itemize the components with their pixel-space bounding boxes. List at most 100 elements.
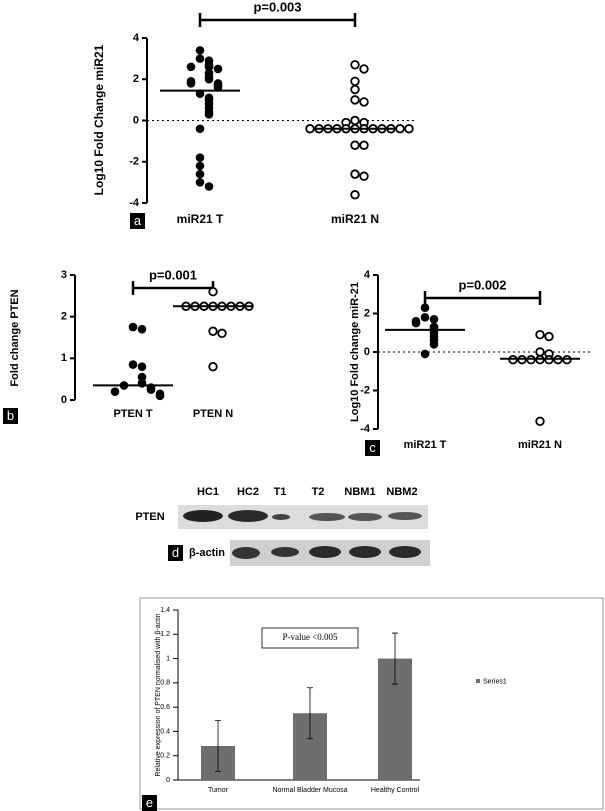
- data-point: [359, 64, 369, 74]
- y-tick-label: 0: [166, 777, 170, 784]
- data-point: [217, 328, 227, 339]
- data-point: [350, 95, 360, 105]
- data-point: [359, 171, 369, 181]
- error-bar: [215, 720, 221, 772]
- y-tick-label: 1.2: [160, 631, 170, 638]
- y-tick-label: 0: [133, 114, 139, 126]
- significance-bracket: [423, 291, 542, 305]
- data-point: [404, 124, 414, 134]
- lane-label: T2: [312, 486, 325, 498]
- significance-bracket: [198, 13, 357, 27]
- data-point: [204, 182, 214, 191]
- p-value: p=0.003: [253, 0, 301, 14]
- panel-label: c: [369, 440, 376, 455]
- y-tick-label: 2: [133, 73, 139, 85]
- data-point: [535, 416, 545, 426]
- data-point: [544, 331, 554, 342]
- data-point: [420, 303, 430, 313]
- data-point: [195, 178, 205, 187]
- x-tick-label: PTEN N: [193, 408, 233, 420]
- y-axis-title: Log10 Fold Change miR21: [92, 44, 106, 195]
- data-point: [305, 124, 315, 134]
- y-tick-label: 3: [61, 269, 67, 281]
- y-tick-label: 1: [61, 352, 67, 364]
- data-point: [155, 391, 165, 401]
- y-tick-label: 0: [61, 394, 67, 406]
- x-tick-label: Tumor: [208, 787, 229, 794]
- blot-band: [309, 546, 341, 558]
- y-tick-label: 0.2: [160, 753, 170, 760]
- y-tick-label: -2: [360, 384, 370, 396]
- data-point: [208, 326, 218, 336]
- error-bar: [307, 687, 313, 740]
- data-point: [429, 340, 439, 349]
- y-tick-label: -4: [360, 423, 371, 435]
- legend-swatch: [476, 679, 480, 683]
- y-tick-label: 0.6: [160, 704, 170, 711]
- data-point: [359, 140, 369, 150]
- lane-label: T1: [274, 486, 287, 498]
- data-point: [420, 313, 430, 322]
- blot-band: [389, 546, 421, 558]
- x-tick-label: Normal Bladder Mucosa: [272, 787, 347, 794]
- blot-band: [309, 513, 345, 521]
- row-label: PTEN: [135, 511, 164, 523]
- y-tick-label: 1.4: [160, 607, 170, 614]
- legend-label: Series1: [483, 678, 507, 685]
- panel-label-box: [142, 795, 157, 811]
- y-axis-title: Fold change PTEN: [9, 289, 21, 386]
- annotation-box: [261, 627, 359, 649]
- y-tick-label: -4: [129, 197, 140, 209]
- x-tick-label: miR21 N: [518, 439, 562, 451]
- data-point: [195, 169, 205, 179]
- panel-label-box: [365, 440, 380, 456]
- data-point: [137, 324, 147, 334]
- data-point: [186, 62, 196, 72]
- panel-frame: [139, 597, 604, 810]
- blot-band: [271, 547, 299, 557]
- data-point: [186, 79, 196, 88]
- y-tick-label: 4: [364, 269, 371, 281]
- data-point: [429, 314, 439, 324]
- panel-label-box: [168, 545, 183, 561]
- y-tick-label: 0.4: [160, 728, 170, 735]
- annotation: P-value <0.005: [282, 632, 338, 642]
- data-point: [350, 60, 360, 70]
- data-point: [146, 385, 156, 394]
- data-point: [420, 349, 430, 359]
- data-point: [195, 161, 205, 171]
- x-tick-label: PTEN T: [113, 408, 152, 420]
- data-point: [208, 361, 218, 372]
- data-point: [350, 140, 360, 150]
- data-point: [204, 74, 214, 84]
- p-value: p=0.002: [458, 277, 506, 292]
- blot-band: [183, 510, 223, 522]
- x-tick-label: miR21 N: [331, 212, 379, 226]
- error-bar: [392, 632, 398, 685]
- panel-label: d: [172, 545, 179, 560]
- data-point: [535, 347, 545, 357]
- blot-band: [349, 546, 381, 558]
- data-point: [350, 190, 360, 200]
- x-tick-label: Healthy Control: [371, 787, 420, 794]
- panel-label: e: [146, 795, 153, 810]
- panel-label: a: [134, 213, 142, 228]
- blot-band: [272, 514, 290, 520]
- y-tick-label: 0.8: [160, 680, 170, 687]
- blot-band: [348, 513, 382, 521]
- data-point: [110, 387, 120, 396]
- p-value: p=0.001: [149, 267, 197, 282]
- y-tick-label: 2: [364, 307, 370, 319]
- lane-label: NBM2: [386, 486, 417, 498]
- data-point: [350, 115, 360, 126]
- data-point: [195, 46, 205, 55]
- lane-label: HC2: [237, 486, 259, 498]
- blot-band: [228, 510, 268, 522]
- significance-bracket: [131, 281, 215, 295]
- blot-band: [388, 512, 422, 520]
- row-label: β-actin: [189, 547, 225, 559]
- blot-band: [232, 547, 260, 559]
- x-tick-label: miR21 T: [404, 439, 447, 451]
- data-point: [208, 286, 218, 297]
